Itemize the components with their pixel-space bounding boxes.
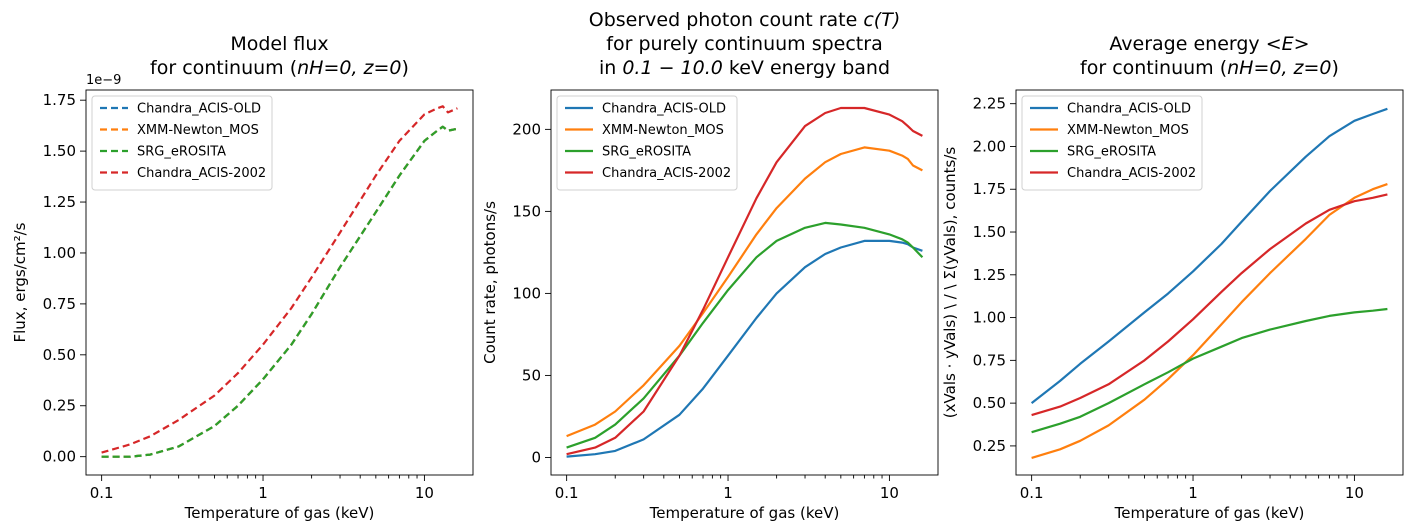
legend-label: SRG_eROSITA — [137, 145, 226, 160]
y-tick-label: 1.25 — [43, 193, 76, 211]
y-tick-label: 1.75 — [973, 180, 1006, 198]
series-line-XMM-Newton_MOS — [566, 146, 923, 438]
chart-panel-3: Average energy <E>for continuum (nH=0, z… — [941, 33, 1404, 522]
chart-title-line: Average energy <E> — [1109, 33, 1309, 55]
y-tick-label: 0.75 — [973, 351, 1006, 369]
y-tick-label: 1.75 — [43, 91, 76, 109]
y-tick-label: 0.00 — [43, 448, 76, 466]
x-axis-label: Temperature of gas (keV) — [1114, 504, 1305, 522]
chart-title-line: for purely continuum spectra — [606, 33, 882, 55]
series-line-SRG_eROSITA — [101, 125, 458, 458]
y-tick-label: 2.25 — [973, 95, 1006, 113]
x-tick-label: 10 — [880, 484, 899, 502]
chart-panel-2: Observed photon count rate c(T)for purel… — [481, 9, 939, 522]
chart-title-line: Observed photon count rate c(T) — [589, 9, 901, 31]
legend-label: Chandra_ACIS-2002 — [1067, 166, 1196, 181]
legend-label: XMM-Newton_MOS — [602, 123, 724, 138]
legend-label: SRG_eROSITA — [602, 145, 691, 160]
series-line-SRG_eROSITA — [566, 221, 924, 449]
x-tick-label: 0.1 — [90, 484, 114, 502]
series-line-Chandra_ACIS-OLD — [1030, 107, 1388, 404]
x-tick-label: 0.1 — [555, 484, 579, 502]
series-line-SRG_eROSITA — [1031, 307, 1388, 434]
legend-box — [91, 95, 273, 191]
x-tick-label: 10 — [415, 484, 434, 502]
y-tick-label: 2.00 — [973, 137, 1006, 155]
y-tick-label: 0.75 — [43, 295, 76, 313]
y-tick-label: 1.00 — [973, 309, 1006, 327]
y-tick-label: 1.00 — [43, 244, 76, 262]
y-tick-label: 0.25 — [973, 437, 1006, 455]
y-tick-label: 1.50 — [973, 223, 1006, 241]
series-line-Chandra_ACIS-2002 — [566, 106, 923, 456]
y-axis-label: Flux, ergs/cm²/s — [11, 222, 29, 342]
series-line-Chandra_ACIS-OLD — [566, 239, 923, 458]
legend-box — [1021, 95, 1203, 191]
y-tick-label: 50 — [522, 366, 541, 384]
x-tick-label: 0.1 — [1020, 484, 1044, 502]
legend: Chandra_ACIS-OLD XMM-Newton_MOS SRG_eROSIT… — [91, 95, 273, 191]
y-tick-label: 200 — [512, 120, 541, 138]
legend-label: Chandra_ACIS-2002 — [602, 166, 731, 181]
legend-label: Chandra_ACIS-OLD — [137, 102, 261, 117]
y-tick-label: 1.50 — [43, 142, 76, 160]
series-line-XMM-Newton_MOS — [1031, 183, 1388, 459]
series-line-Chandra_ACIS-2002 — [101, 105, 458, 454]
x-axis-label: Temperature of gas (keV) — [184, 504, 375, 522]
plot-area — [550, 89, 939, 476]
chart-title-line: for continuum (nH=0, z=0) — [150, 57, 409, 79]
legend: Chandra_ACIS-OLD XMM-Newton_MOS SRG_eROSIT… — [556, 95, 738, 191]
chart-title-line: in 0.1 − 10.0 keV energy band — [599, 57, 890, 79]
y-tick-label: 1.25 — [973, 266, 1006, 284]
legend-label: SRG_eROSITA — [1067, 145, 1156, 160]
x-tick-label: 10 — [1345, 484, 1364, 502]
legend-box — [556, 95, 738, 191]
legend-label: Chandra_ACIS-OLD — [602, 102, 726, 117]
y-axis-label: (xVals · yVals) \ / \ Σ(yVals), counts/s — [941, 147, 959, 419]
y-tick-label: 0.50 — [973, 394, 1006, 412]
legend-label: XMM-Newton_MOS — [137, 123, 259, 138]
y-tick-label: 0.50 — [43, 346, 76, 364]
x-tick-label: 1 — [258, 484, 268, 502]
x-tick-label: 1 — [1188, 484, 1198, 502]
chart-title-line: Model flux — [230, 33, 328, 55]
plot-area — [85, 89, 474, 476]
series-line-Chandra_ACIS-2002 — [1031, 193, 1388, 417]
y-tick-label: 100 — [512, 284, 541, 302]
legend-label: Chandra_ACIS-OLD — [1067, 102, 1191, 117]
y-tick-label: 0.25 — [43, 397, 76, 415]
x-tick-label: 1 — [723, 484, 733, 502]
chart-title-line: for continuum (nH=0, z=0) — [1080, 57, 1339, 79]
y-tick-label: 0 — [531, 448, 541, 466]
y-offset-label: 1e−9 — [86, 73, 121, 88]
x-axis-label: Temperature of gas (keV) — [649, 504, 840, 522]
legend: Chandra_ACIS-OLD XMM-Newton_MOS SRG_eROSIT… — [1021, 95, 1203, 191]
legend-label: Chandra_ACIS-2002 — [137, 166, 266, 181]
legend-label: XMM-Newton_MOS — [1067, 123, 1189, 138]
y-tick-label: 150 — [512, 202, 541, 220]
plot-area — [1015, 89, 1404, 476]
y-axis-label: Count rate, photons/s — [481, 201, 499, 364]
